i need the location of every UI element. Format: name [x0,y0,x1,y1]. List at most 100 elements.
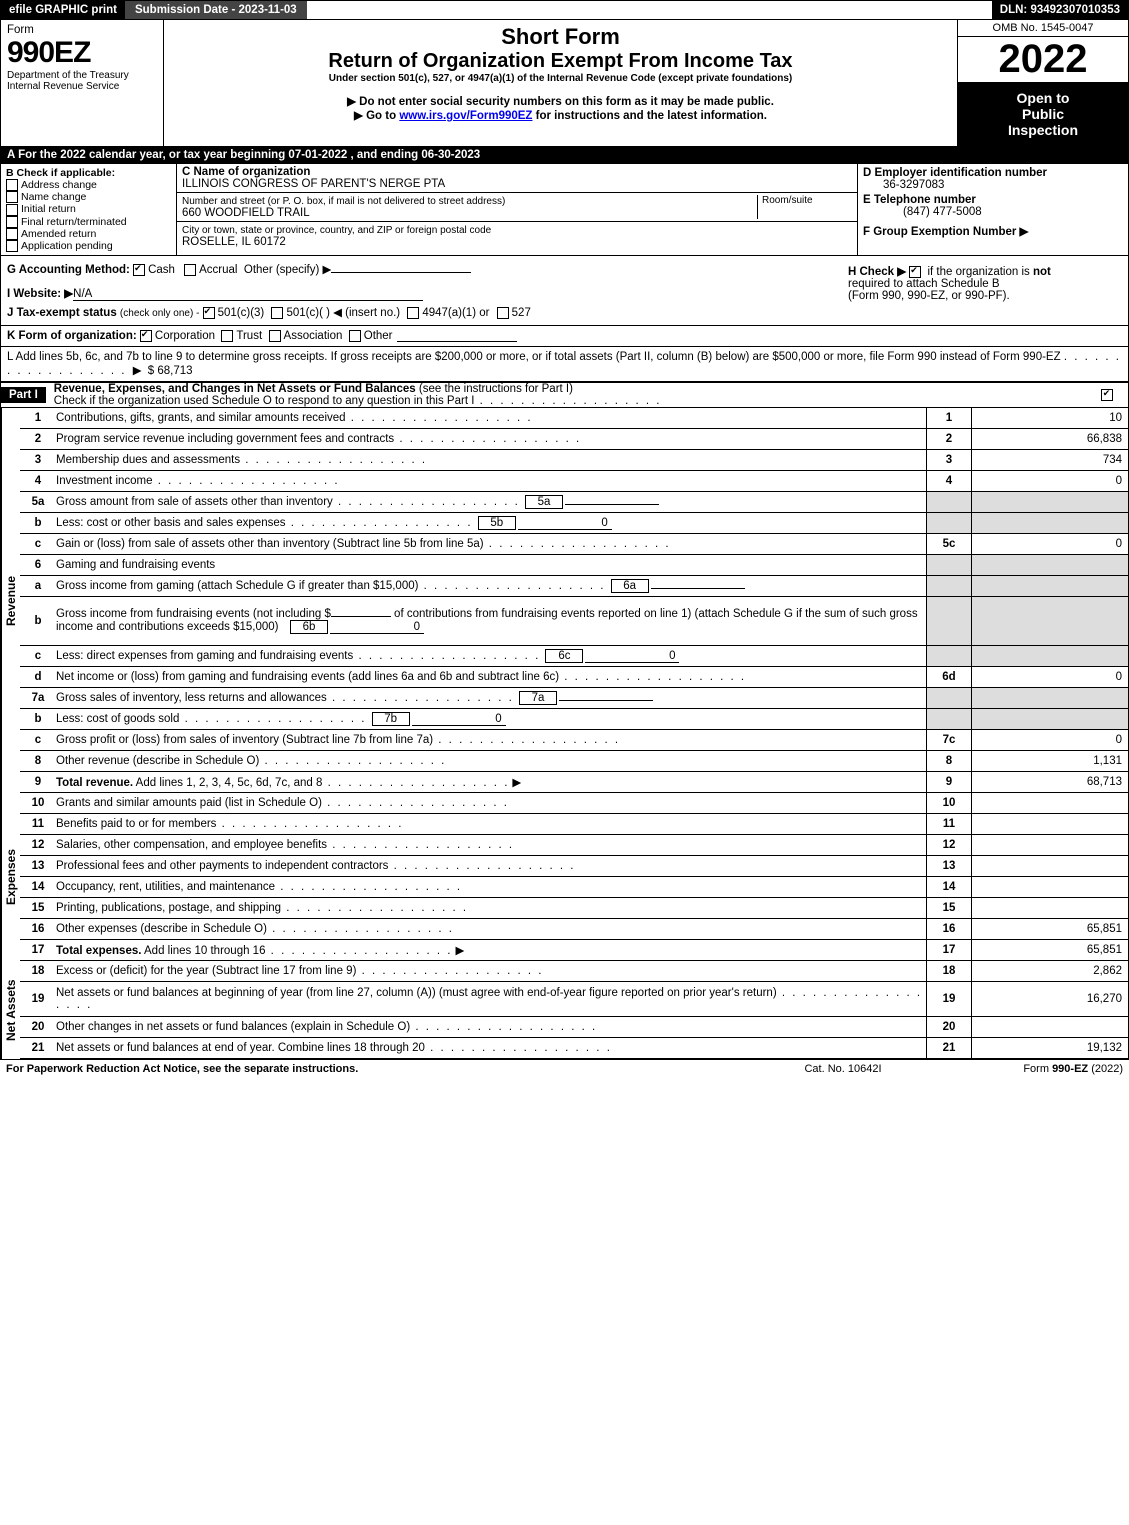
h-if-org-is: if the organization is [927,266,1032,278]
opt-corporation: Corporation [155,330,215,342]
checkbox-application-pending[interactable] [6,240,18,252]
checkbox-h[interactable] [909,266,921,278]
line-6: 6Gaming and fundraising events [20,555,1128,576]
netassets-group: Net Assets 18 Excess or (deficit) for th… [0,961,1129,1060]
c-addr-label: Number and street (or P. O. box, if mail… [182,196,505,207]
opt-trust: Trust [236,330,262,342]
opt-other-org: Other [364,330,393,342]
line-15: 15 Printing, publications, postage, and … [20,898,1128,919]
revenue-vlabel: Revenue [1,408,20,793]
dept-treasury: Department of the Treasury [7,70,157,81]
phone-value: (847) 477-5008 [863,206,1123,218]
checkbox-amended-return[interactable] [6,228,18,240]
section-a-tax-year: A For the 2022 calendar year, or tax yea… [1,147,1128,163]
line-d: d Net income or (loss) from gaming and f… [20,667,1128,688]
checkbox-527[interactable] [497,307,509,319]
dln: DLN: 93492307010353 [992,1,1128,19]
b-label: B Check if applicable: [6,167,171,179]
j-check-only-one: (check only one) - [120,308,199,319]
g-accounting-label: G Accounting Method: [7,264,130,276]
form-number: 990EZ [7,36,157,70]
line-14: 14 Occupancy, rent, utilities, and maint… [20,877,1128,898]
org-name: ILLINOIS CONGRESS OF PARENT'S NERGE PTA [182,178,445,190]
tax-year: 2022 [958,37,1128,82]
open-to: Open to [962,90,1124,106]
line-c: c Gain or (loss) from sale of assets oth… [20,534,1128,555]
public: Public [962,106,1124,122]
cat-no: Cat. No. 10642I [743,1063,943,1075]
checkbox-name-change[interactable] [6,191,18,203]
checkbox-corporation[interactable] [140,330,152,342]
checkbox-other-org[interactable] [349,330,361,342]
bcd-block: B Check if applicable: Address change Na… [0,164,1129,256]
gh-row: G Accounting Method: Cash Accrual Other … [0,256,1129,326]
irs: Internal Revenue Service [7,81,157,92]
line-c: c Less: direct expenses from gaming and … [20,646,1128,667]
checkbox-501c[interactable] [271,307,283,319]
opt-527: 527 [512,307,531,319]
checkbox-address-change[interactable] [6,179,18,191]
checkbox-501c3[interactable] [203,307,215,319]
opt-accrual: Accrual [199,264,237,276]
form-footer-label: Form [1023,1063,1052,1075]
line-2: 2 Program service revenue including gove… [20,429,1128,450]
line-b: b Less: cost of goods sold 7b0 [20,709,1128,730]
submission-date: Submission Date - 2023-11-03 [125,1,307,19]
website-value: N/A [73,288,423,301]
line-8: 8 Other revenue (describe in Schedule O)… [20,751,1128,772]
opt-501c-insert: 501(c)( ) ◀ (insert no.) [286,307,400,319]
line-1: 1 Contributions, gifts, grants, and simi… [20,408,1128,429]
h-forms-list: (Form 990, 990-EZ, or 990-PF). [848,290,1010,302]
h-not: not [1033,266,1051,278]
d-ein-label: D Employer identification number [863,167,1123,179]
k-label: K Form of organization: [7,330,137,342]
line-19: 19Net assets or fund balances at beginni… [20,982,1128,1017]
top-bar: efile GRAPHIC print Submission Date - 20… [0,0,1129,20]
line-c: c Gross profit or (loss) from sales of i… [20,730,1128,751]
c-city-label: City or town, state or province, country… [182,225,491,236]
org-address: 660 WOODFIELD TRAIL [182,207,310,219]
checkbox-association[interactable] [269,330,281,342]
checkbox-initial-return[interactable] [6,204,18,216]
under-section: Under section 501(c), 527, or 4947(a)(1)… [168,73,953,84]
part1-header: Part I Revenue, Expenses, and Changes in… [0,382,1129,408]
opt-amended-return: Amended return [21,228,96,240]
opt-address-change: Address change [21,179,97,191]
opt-association: Association [284,330,343,342]
l-row: L Add lines 5b, 6c, and 7b to line 9 to … [0,347,1129,382]
org-city: ROSELLE, IL 60172 [182,236,286,248]
efile-graphic-print[interactable]: efile GRAPHIC print [1,1,125,19]
opt-cash: Cash [148,264,175,276]
h-check-label: H Check ▶ [848,266,906,278]
expenses-group: Expenses 10 Grants and similar amounts p… [0,793,1129,961]
line-18: 18 Excess or (deficit) for the year (Sub… [20,961,1128,982]
opt-final-return: Final return/terminated [21,216,127,228]
paperwork-notice: For Paperwork Reduction Act Notice, see … [6,1063,743,1075]
inspection: Inspection [962,122,1124,138]
irs-link[interactable]: www.irs.gov/Form990EZ [399,110,532,122]
checkbox-4947[interactable] [407,307,419,319]
line-9: 9 Total revenue. Add lines 1, 2, 3, 4, 5… [20,772,1128,793]
line-10: 10 Grants and similar amounts paid (list… [20,793,1128,814]
line-3: 3 Membership dues and assessments 3 734 [20,450,1128,471]
checkbox-part1-schedule-o[interactable] [1101,389,1113,401]
k-row: K Form of organization: Corporation Trus… [0,326,1129,347]
line-12: 12 Salaries, other compensation, and emp… [20,835,1128,856]
section-b: B Check if applicable: Address change Na… [1,164,177,255]
checkbox-accrual[interactable] [184,264,196,276]
line-7a: 7a Gross sales of inventory, less return… [20,688,1128,709]
checkbox-final-return[interactable] [6,216,18,228]
l-amount: $ 68,713 [148,365,193,377]
checkbox-cash[interactable] [133,264,145,276]
line-21: 21 Net assets or fund balances at end of… [20,1038,1128,1059]
part1-check-text: Check if the organization used Schedule … [54,395,475,407]
opt-4947: 4947(a)(1) or [422,307,489,319]
section-def: D Employer identification number 36-3297… [857,164,1128,255]
opt-application-pending: Application pending [21,240,113,252]
checkbox-trust[interactable] [221,330,233,342]
opt-other-specify: Other (specify) ▶ [244,264,331,276]
line-6b: b Gross income from fundraising events (… [20,597,1128,646]
line-20: 20 Other changes in net assets or fund b… [20,1017,1128,1038]
open-to-public-box: Open to Public Inspection [958,82,1128,146]
e-phone-label: E Telephone number [863,194,1123,206]
